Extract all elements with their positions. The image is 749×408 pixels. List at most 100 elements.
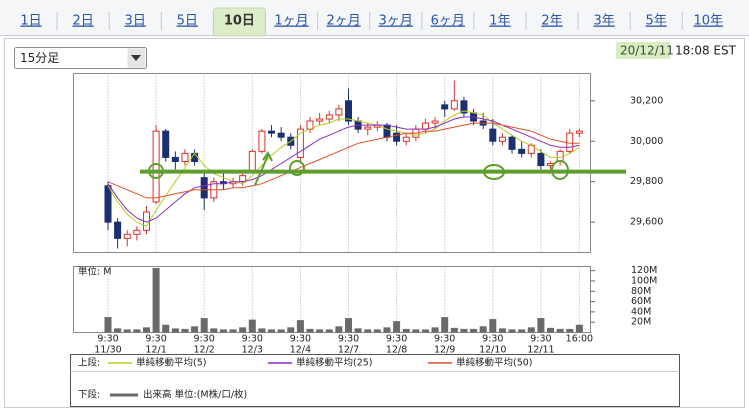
interval-select[interactable]: 15分足	[14, 47, 147, 69]
tab[interactable]: 10年	[694, 14, 724, 29]
x-tick-label: 9:30	[338, 334, 359, 345]
volume-bar	[479, 326, 487, 333]
volume-bar	[200, 318, 208, 333]
volume-bar	[460, 328, 468, 333]
volume-unit: 単位: M	[78, 266, 111, 278]
candle-body	[104, 185, 112, 223]
legend-label: 単純移動平均(5)	[136, 357, 206, 369]
x-tick-label: 9:30	[242, 334, 263, 345]
volume-bar	[470, 328, 478, 333]
tab[interactable]: 5日	[177, 14, 198, 29]
volume-bar	[393, 321, 401, 333]
x-tick-label: 9:30	[386, 334, 407, 345]
volume-bar	[239, 327, 247, 333]
volume-bar	[306, 328, 314, 333]
candle-body	[383, 124, 391, 138]
tab[interactable]: 1日	[20, 14, 41, 29]
volume-bar	[248, 319, 256, 333]
x-tick-label: 12/7	[338, 345, 359, 356]
volume-bar	[575, 324, 583, 333]
tab[interactable]: 3ヶ月	[379, 14, 413, 29]
candle-body	[441, 104, 449, 110]
x-tick-label: 12/2	[194, 345, 215, 356]
candle-body	[277, 132, 285, 138]
volume-bar	[171, 328, 179, 333]
tab[interactable]: 2日	[72, 14, 93, 29]
legend-volume-label: 出来高 単位:(M株/口/枚)	[143, 389, 247, 401]
volume-bar	[412, 329, 420, 333]
candle-body	[508, 136, 516, 150]
candle-body	[258, 130, 266, 152]
volume-chart: 9:3011/309:3012/19:3012/29:3012/39:3012/…	[94, 265, 657, 355]
x-tick-label: 12/3	[242, 345, 263, 356]
x-tick-label: 12/1	[145, 345, 166, 356]
moving-average-line	[107, 122, 580, 199]
date-highlight	[616, 42, 670, 59]
x-tick-label: 9:30	[434, 334, 455, 345]
annotations	[148, 151, 569, 186]
y-tick-label: 29,600	[630, 217, 663, 228]
tab[interactable]: 10日	[224, 14, 255, 29]
select-box[interactable]	[14, 47, 147, 69]
candle-body	[316, 118, 324, 122]
volume-bar	[229, 329, 237, 333]
volume-bar	[104, 317, 112, 333]
tab[interactable]: 2ヶ月	[326, 14, 360, 29]
volume-bar	[566, 328, 574, 333]
candle-body	[248, 150, 256, 173]
volume-bar	[345, 318, 352, 333]
annotation-circle	[148, 163, 164, 179]
volume-bar	[325, 329, 333, 333]
legend-lower-label: 下段:	[78, 389, 100, 401]
x-tick-label: 12/9	[434, 345, 455, 356]
moving-average-line	[107, 110, 580, 227]
tab[interactable]: 2年	[541, 14, 562, 29]
candle-body	[181, 152, 189, 162]
volume-bar	[547, 327, 555, 333]
tab[interactable]: 3年	[593, 14, 614, 29]
volume-bar	[114, 328, 122, 333]
volume-bar	[498, 328, 506, 333]
x-tick-label: 9:30	[194, 334, 215, 345]
tab[interactable]: 5年	[646, 14, 667, 29]
volume-bar	[316, 329, 324, 333]
y-tick-label: 30,000	[630, 136, 663, 147]
candle-body	[191, 152, 199, 162]
candle-body	[114, 221, 122, 239]
tab[interactable]: 3日	[125, 14, 146, 29]
candle-body	[431, 120, 439, 124]
candle-body	[537, 152, 545, 167]
candle-body	[566, 132, 574, 152]
volume-bar	[508, 329, 516, 333]
legend-label: 単純移動平均(50)	[456, 357, 533, 369]
tab[interactable]: 6ヶ月	[431, 14, 465, 29]
tab[interactable]: 1ヶ月	[274, 14, 308, 29]
legend: 単純移動平均(5) 単純移動平均(25) 単純移動平均(50)	[108, 357, 533, 369]
tab[interactable]: 1年	[489, 14, 510, 29]
volume-bar	[287, 327, 295, 333]
volume-bar	[402, 328, 410, 333]
volume-bar	[210, 328, 218, 333]
volume-bar	[277, 329, 285, 333]
x-tick-label: 9:30	[482, 334, 503, 345]
price-plot	[73, 73, 591, 253]
annotation-circle	[551, 160, 569, 180]
candle-body	[393, 132, 401, 142]
candle-body	[518, 148, 526, 154]
candle-body	[200, 177, 208, 199]
volume-bar	[450, 327, 458, 333]
candle-body	[575, 130, 583, 134]
volume-bar	[421, 329, 429, 333]
volume-bar	[258, 328, 266, 333]
y-tick-label: 60M	[631, 296, 651, 307]
candle-body	[133, 229, 141, 235]
annotation-circle	[289, 160, 305, 176]
y-tick-label: 40M	[631, 306, 651, 317]
candle-body	[296, 128, 304, 158]
volume-bar	[133, 329, 141, 333]
volume-bar	[181, 328, 189, 333]
candle-body	[325, 114, 333, 120]
interval-label: 15分足	[20, 51, 59, 65]
volume-plot	[73, 266, 591, 333]
